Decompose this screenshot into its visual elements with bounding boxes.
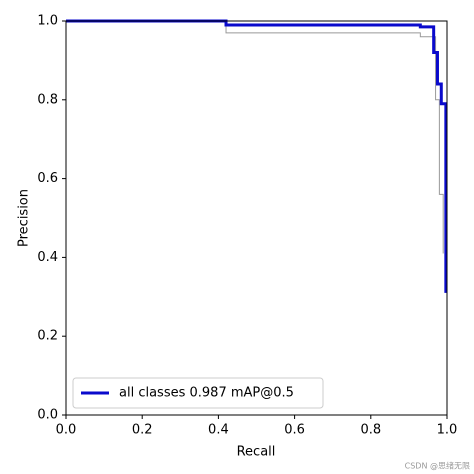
x-tick-label: 0.2 bbox=[132, 423, 153, 438]
y-tick-label: 1.0 bbox=[37, 14, 58, 29]
y-tick-label: 0.2 bbox=[37, 329, 58, 344]
series-line bbox=[66, 19, 448, 293]
watermark: CSDN @思绪无限 bbox=[405, 461, 470, 471]
y-tick-label: 0.6 bbox=[37, 171, 58, 186]
y-tick-label: 0.0 bbox=[37, 408, 58, 423]
x-tick-label: 0.4 bbox=[208, 423, 229, 438]
x-tick-label: 0.6 bbox=[284, 423, 305, 438]
x-tick-label: 0.0 bbox=[56, 423, 77, 438]
x-tick-label: 1.0 bbox=[437, 423, 458, 438]
legend-box bbox=[72, 377, 324, 409]
x-axis-label: Recall bbox=[237, 445, 276, 460]
x-tick-label: 0.8 bbox=[360, 423, 381, 438]
y-tick-label: 0.4 bbox=[37, 250, 58, 265]
legend-label: all classes 0.987 mAP@0.5 bbox=[119, 386, 294, 401]
series-line bbox=[66, 20, 444, 254]
y-tick-label: 0.8 bbox=[37, 92, 58, 107]
y-axis-label: Precision bbox=[17, 189, 32, 247]
plot-frame bbox=[65, 20, 448, 416]
